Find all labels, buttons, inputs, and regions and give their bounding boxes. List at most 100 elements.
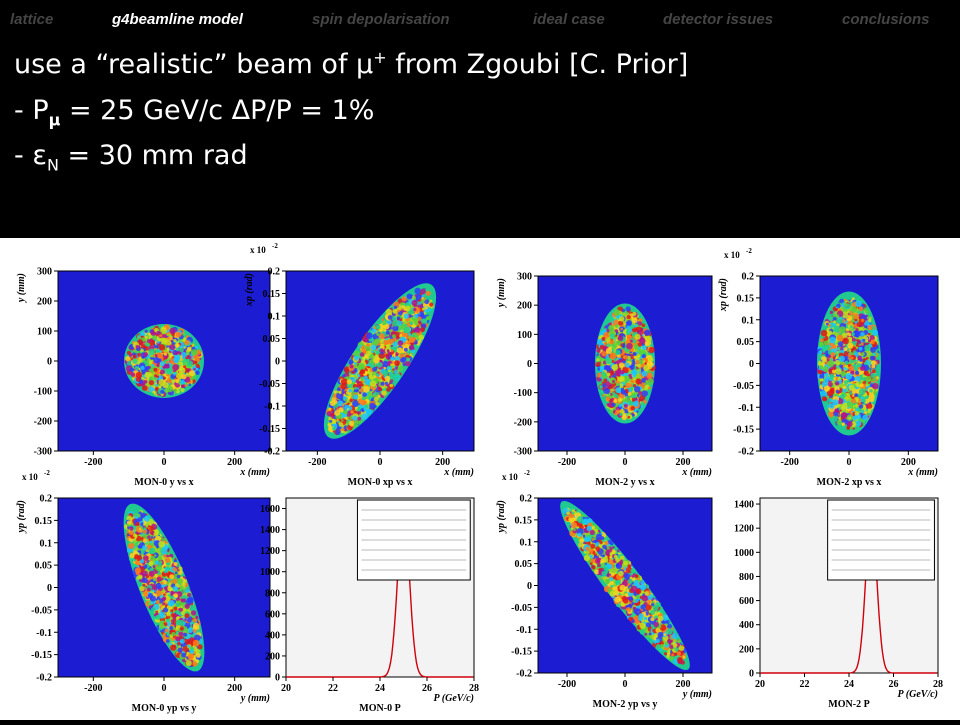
density-cell [854, 406, 857, 409]
density-cell [619, 413, 622, 416]
density-cell [412, 300, 418, 306]
density-cell [177, 575, 181, 579]
y-tick-label: -0.1 [264, 402, 280, 413]
density-cell [409, 345, 414, 350]
density-cell [609, 376, 612, 379]
density-cell [138, 575, 142, 579]
density-cell [376, 402, 380, 406]
density-cell [835, 308, 838, 311]
nav-item-g4beamline-model[interactable]: g4beamline model [112, 11, 243, 28]
density-cell [383, 321, 387, 325]
density-cell [151, 364, 154, 367]
density-cell [362, 410, 365, 413]
density-cell [345, 369, 350, 374]
density-cell [181, 385, 185, 389]
density-cell [424, 299, 429, 304]
density-cell [609, 317, 614, 322]
density-cell [136, 377, 141, 382]
density-cell [839, 326, 846, 333]
density-cell [130, 367, 134, 371]
y-tick-label: -100 [514, 388, 532, 399]
density-cell [142, 545, 147, 550]
density-cell [429, 300, 432, 303]
density-cell [837, 420, 842, 425]
density-cell [381, 382, 385, 386]
density-cell [626, 320, 632, 326]
density-cell [857, 322, 862, 327]
density-cell [640, 402, 644, 406]
density-cell [181, 388, 185, 392]
density-cell [383, 329, 386, 332]
density-cell [361, 346, 365, 350]
density-cell [644, 330, 650, 336]
density-cell [357, 417, 361, 421]
density-cell [338, 421, 341, 424]
nav-item-ideal-case[interactable]: ideal case [533, 11, 605, 28]
density-cell [599, 386, 602, 389]
density-cell [188, 645, 191, 648]
density-cell [403, 308, 406, 311]
density-cell [153, 565, 156, 568]
density-cell [142, 578, 148, 584]
density-cell [610, 353, 617, 360]
density-cell [856, 328, 859, 331]
nav-item-conclusions[interactable]: conclusions [842, 11, 930, 28]
density-cell [616, 340, 621, 345]
density-cell [358, 411, 361, 414]
y-tick-label: 0.2 [742, 272, 755, 283]
density-cell [596, 358, 600, 362]
density-cell [153, 368, 157, 372]
density-cell [177, 578, 183, 584]
density-cell [617, 376, 624, 383]
density-cell [647, 378, 654, 385]
density-cell [820, 338, 824, 342]
density-cell [633, 374, 637, 378]
chart-title: MON-2 y vs x [595, 477, 654, 488]
density-cell [610, 393, 613, 396]
y-tick-label: 0.15 [35, 516, 53, 527]
nav-item-spin-depolarisation[interactable]: spin depolarisation [312, 11, 450, 28]
y-tick-label: 0.1 [742, 315, 755, 326]
x-tick-label: 0 [162, 457, 167, 468]
density-cell [368, 393, 371, 396]
density-cell [186, 630, 189, 633]
nav-item-detector-issues[interactable]: detector issues [663, 11, 773, 28]
density-cell [392, 334, 396, 338]
density-cell [371, 328, 376, 333]
density-cell [159, 624, 163, 628]
density-cell [821, 330, 828, 337]
density-cell [188, 628, 194, 634]
y-tick-label: 200 [37, 297, 52, 308]
density-cell [375, 324, 380, 329]
density-cell [850, 300, 852, 302]
density-cell [169, 328, 175, 334]
density-cell [148, 333, 151, 336]
y-tick-label: 0 [275, 357, 280, 368]
density-cell [181, 653, 186, 658]
chart-title: MON-0 yp vs y [132, 703, 197, 714]
density-cell [414, 314, 418, 318]
y-tick-label: -0.1 [36, 628, 52, 639]
density-cell [168, 600, 174, 606]
density-cell [153, 578, 156, 581]
chart-title: MON-2 xp vs x [817, 477, 882, 488]
density-cell [626, 343, 633, 350]
density-cell [623, 355, 627, 359]
density-cell [627, 315, 631, 319]
y-tick-label: 0 [47, 583, 52, 594]
density-cell [843, 367, 846, 370]
density-cell [196, 364, 200, 368]
density-cell [833, 359, 836, 362]
density-cell [844, 347, 848, 351]
density-cell [862, 415, 868, 421]
density-cell [183, 333, 186, 336]
x-axis-label: y (mm) [240, 693, 270, 704]
nav-item-lattice[interactable]: lattice [10, 11, 53, 28]
density-cell [832, 385, 835, 388]
y-scale-exponent: -2 [272, 242, 278, 250]
density-cell [595, 546, 600, 551]
density-cell [648, 374, 651, 377]
density-cell [382, 370, 388, 376]
density-cell [393, 342, 398, 347]
